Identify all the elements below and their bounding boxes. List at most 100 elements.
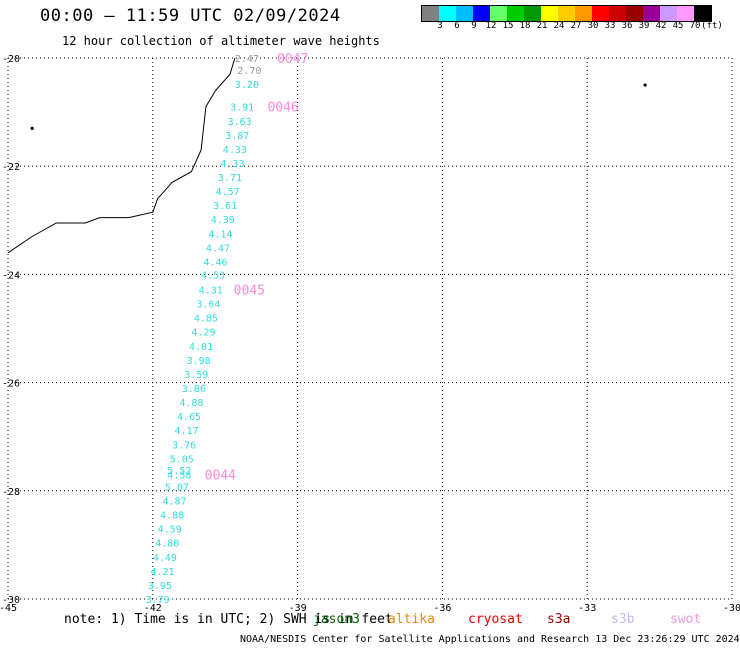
colorbar-swatch	[626, 6, 643, 21]
lat-tick-label: -20	[2, 54, 20, 65]
colorbar-swatch	[592, 6, 609, 21]
swh-value-label: 4.47	[206, 243, 230, 254]
lat-tick-label: -26	[2, 379, 20, 390]
lat-tick-label: -22	[2, 162, 20, 173]
axis-tick-labels: -45 -42 -39 -36 -33 -30 -20 -22 -24 -26 -28 -30	[0, 54, 740, 612]
swh-value-label: 4.49	[153, 553, 177, 564]
swh-value-label: 4.57	[216, 187, 240, 198]
colorbar-swatch	[575, 6, 592, 21]
colorbar-swatch	[422, 6, 439, 21]
lon-tick-label: -42	[144, 603, 162, 612]
colorbar-label: 45	[672, 21, 684, 31]
swh-value-label: 4.80	[155, 539, 179, 550]
colorbar-swatch	[473, 6, 490, 21]
colorbar-label: 18	[519, 21, 531, 31]
satellite-legend-jason3: jason3	[313, 612, 360, 627]
swh-value-label: 3.71	[218, 173, 242, 184]
lat-tick-label: -30	[2, 595, 20, 606]
colorbar-swatch	[524, 6, 541, 21]
chart-subtitle: 12 hour collection of altimeter wave hei…	[62, 34, 380, 48]
colorbar-label: 3	[437, 21, 443, 31]
swh-value-label: 4.21	[150, 567, 174, 578]
coastline-path	[7, 57, 236, 254]
colorbar-label: 33	[604, 21, 616, 31]
colorbar-swatch	[541, 6, 558, 21]
pass-time-label: 0045	[234, 284, 265, 299]
colorbar-label: 30	[587, 21, 599, 31]
lat-tick-label: -24	[2, 270, 20, 281]
colorbar-label: 6	[454, 21, 460, 31]
swh-value-label: 3.76	[172, 440, 196, 451]
colorbar-swatch	[609, 6, 626, 21]
lat-lon-grid	[7, 57, 733, 600]
colorbar-label: 70	[689, 21, 701, 31]
pass-time-label: 0044	[205, 469, 236, 484]
swh-value-label: 4.39	[211, 215, 235, 226]
wave-height-colorbar	[421, 5, 712, 22]
colorbar-label: 42	[655, 21, 667, 31]
swh-value-label: 4.01	[189, 342, 213, 353]
lat-tick-label: -28	[2, 487, 20, 498]
colorbar-swatch	[694, 6, 711, 21]
island-marker	[30, 126, 34, 130]
coastline	[7, 57, 647, 254]
swh-value-label: 4.29	[191, 328, 215, 339]
pass-time-label: 0046	[267, 101, 298, 116]
swh-value-label: 5.07	[165, 482, 189, 493]
colorbar-label: 21	[536, 21, 548, 31]
island-marker	[643, 83, 647, 87]
satellite-legend-swot: swot	[670, 612, 702, 627]
colorbar-label: 39	[638, 21, 650, 31]
lon-tick-label: -33	[578, 603, 596, 612]
colorbar-label: 15	[502, 21, 514, 31]
swh-value-label: 4.59	[158, 525, 182, 536]
pass-time-label: 0047	[277, 52, 308, 67]
colorbar-swatch	[660, 6, 677, 21]
swh-value-label: 2.70	[237, 66, 261, 77]
swh-value-label: 4.88	[179, 398, 203, 409]
swh-value-label: 4.85	[194, 314, 218, 325]
colorbar-label: 27	[570, 21, 582, 31]
swh-value-label: 3.98	[187, 356, 211, 367]
swh-value-label: 4.65	[177, 412, 201, 423]
swh-value-label: 3.59	[184, 370, 208, 381]
swh-value-label: 4.33	[223, 145, 247, 156]
swh-value-label: 3.63	[228, 117, 252, 128]
swh-value-label: 3.95	[148, 581, 172, 592]
footer-note: note: 1) Time is in UTC; 2) SWH is in fe…	[64, 612, 393, 627]
swh-value-label: 5.05	[170, 454, 194, 465]
swh-value-label: 3.86	[182, 384, 206, 395]
swh-value-label: 3.61	[213, 201, 237, 212]
altimeter-track: 2.472.70 3.20 3.91 3.63 3.87 4.33 4.33 3.71 4.57…	[146, 52, 309, 606]
colorbar-swatch	[490, 6, 507, 21]
swh-value-label: 3.79	[146, 595, 170, 606]
colorbar-swatch	[643, 6, 660, 21]
swh-value-label: 4.17	[175, 426, 199, 437]
colorbar-label: (ft)	[701, 21, 723, 31]
colorbar-swatch	[439, 6, 456, 21]
swh-value-label: 4.46	[203, 257, 227, 268]
colorbar-labels: 3 6 9 12 15 18 21 24 27 30 33 36 39 42 45 70 (ft)	[421, 21, 740, 33]
swh-value-label: 4.14	[208, 229, 232, 240]
swh-value-label: 4.87	[162, 497, 186, 508]
satellite-legend-s3a: s3a	[547, 612, 571, 627]
swh-value-label: 4.31	[199, 286, 223, 297]
footer-credit: NOAA/NESDIS Center for Satellite Applica…	[240, 634, 740, 645]
swh-value-label: 3.20	[235, 80, 259, 91]
swh-value-label: 3.87	[225, 131, 249, 142]
swh-value-label: 4.58	[167, 471, 191, 482]
colorbar-swatch	[558, 6, 575, 21]
colorbar-label: 24	[553, 21, 565, 31]
lon-tick-label: -36	[433, 603, 451, 612]
colorbar-label: 36	[621, 21, 633, 31]
swh-value-label: 4.33	[220, 159, 244, 170]
lon-tick-label: -45	[0, 603, 17, 612]
swh-value-label: 2.47	[235, 54, 259, 65]
colorbar-swatch	[456, 6, 473, 21]
lon-tick-label: -30	[723, 603, 740, 612]
satellite-legend-altika: altika	[388, 612, 435, 627]
swh-value-label: 5.52	[167, 466, 191, 477]
colorbar-label: 9	[471, 21, 477, 31]
colorbar-swatch	[507, 6, 524, 21]
colorbar-label: 12	[485, 21, 497, 31]
